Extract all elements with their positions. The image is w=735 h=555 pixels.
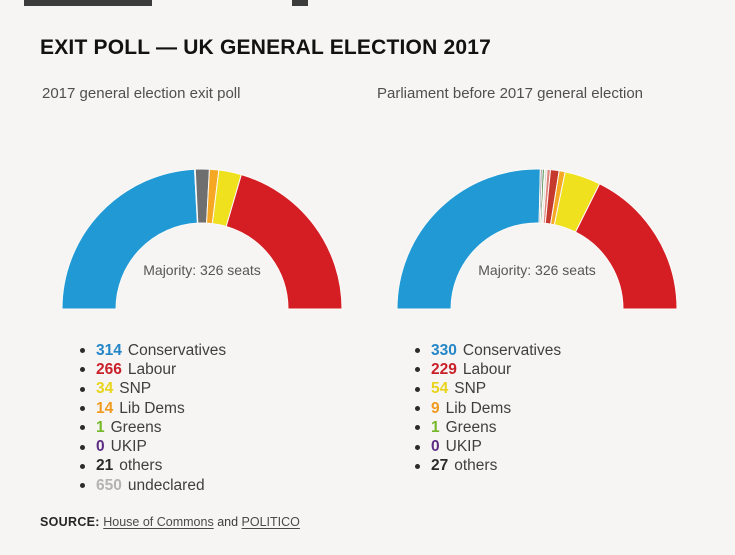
chart-segment-labour	[574, 183, 678, 310]
legend-bullet-icon	[415, 444, 420, 450]
legend-item-greens: 1 Greens	[80, 418, 340, 437]
legend-seat-count: 1	[431, 418, 440, 436]
source-link-house-of-commons[interactable]: House of Commons	[103, 515, 214, 529]
legend-item-ukip: 0 UKIP	[80, 437, 340, 456]
legend-party-name: Conservatives	[462, 341, 562, 359]
legend-bullet-icon	[80, 463, 85, 469]
legend-item-snp: 34 SNP	[80, 380, 340, 399]
legend-bullet-icon	[80, 367, 85, 373]
legend-party-name: Labour	[462, 360, 512, 378]
legend-bullet-icon	[80, 348, 85, 354]
chart-subtitle-previous-parliament: Parliament before 2017 general election	[377, 85, 644, 102]
legend-bullet-icon	[415, 367, 420, 373]
legend-seat-count: 27	[431, 457, 449, 475]
legend-party-name: Conservatives	[127, 341, 227, 359]
legend-party-name: Lib Dems	[119, 399, 185, 417]
legend-item-ukip: 0 UKIP	[415, 437, 675, 456]
legend-item-lib-dems: 9 Lib Dems	[415, 399, 675, 418]
source-conjunction: and	[217, 515, 239, 529]
screenshot-top-artifact-bar	[24, 0, 152, 6]
majority-label: Majority: 326 seats	[478, 262, 596, 278]
legend-party-name: UKIP	[445, 438, 482, 456]
legend-seat-count: 9	[431, 399, 440, 417]
legend-bullet-icon	[415, 463, 420, 469]
chart-segment-conservatives	[61, 168, 198, 310]
legend-seat-count: 229	[431, 360, 457, 378]
half-donut-chart-exit-poll: Majority: 326 seats	[57, 166, 347, 316]
legend-party-name: others	[119, 457, 163, 475]
legend-seat-count: 314	[96, 341, 122, 359]
legend-seat-count: 14	[96, 399, 114, 417]
chart-segment-labour	[225, 174, 343, 310]
legend-party-name: Greens	[110, 418, 162, 436]
legend-item-snp: 54 SNP	[415, 380, 675, 399]
legend-bullet-icon	[80, 425, 85, 431]
legend-item-others: 21 others	[80, 457, 340, 476]
legend-seat-count: 54	[431, 380, 449, 398]
legend-item-others: 27 others	[415, 457, 675, 476]
legend-bullet-icon	[415, 406, 420, 412]
legend-seat-count: 0	[431, 438, 440, 456]
source-line: SOURCE: House of Commons and POLITICO	[40, 515, 300, 529]
legend-party-name: Lib Dems	[445, 399, 512, 417]
legend-party-name: SNP	[454, 380, 487, 398]
chart-segment-conservatives	[396, 168, 541, 310]
half-donut-svg-previous-parliament	[396, 168, 678, 310]
legend-item-lib-dems: 14 Lib Dems	[80, 399, 340, 418]
source-link-politico[interactable]: POLITICO	[241, 515, 300, 529]
legend-seat-count: 0	[96, 438, 105, 456]
legend-bullet-icon	[80, 386, 85, 392]
half-donut-svg-exit-poll	[61, 168, 343, 310]
legend-bullet-icon	[80, 483, 85, 489]
legend-bullet-icon	[80, 444, 85, 450]
legend-bullet-icon	[415, 386, 420, 392]
majority-label: Majority: 326 seats	[143, 262, 261, 278]
legend-item-undeclared: 650 undeclared	[80, 476, 340, 495]
legend-party-name: Labour	[127, 360, 177, 378]
legend-previous-parliament: 330 Conservatives 229 Labour 54 SNP 9 Lib Dems 1…	[415, 341, 675, 476]
legend-item-conservatives: 330 Conservatives	[415, 341, 675, 360]
legend-bullet-icon	[80, 406, 85, 412]
page-title: EXIT POLL — UK GENERAL ELECTION 2017	[40, 36, 492, 60]
legend-exit-poll: 314 Conservatives 266 Labour 34 SNP 14 Lib Dems…	[80, 341, 340, 495]
legend-bullet-icon	[415, 425, 420, 431]
legend-seat-count: 21	[96, 457, 114, 475]
legend-seat-count: 34	[96, 380, 114, 398]
source-prefix: SOURCE:	[40, 515, 100, 529]
legend-bullet-icon	[415, 348, 420, 354]
chart-subtitle-exit-poll: 2017 general election exit poll	[42, 85, 241, 102]
legend-party-name: Greens	[445, 418, 497, 436]
legend-seat-count: 650	[96, 476, 122, 494]
half-donut-chart-previous-parliament: Majority: 326 seats	[392, 166, 682, 316]
legend-party-name: others	[454, 457, 498, 475]
legend-item-labour: 266 Labour	[80, 360, 340, 379]
legend-seat-count: 1	[96, 418, 105, 436]
screenshot-top-artifact-tick	[292, 0, 308, 6]
legend-item-labour: 229 Labour	[415, 360, 675, 379]
legend-seat-count: 266	[96, 360, 122, 378]
legend-party-name: UKIP	[110, 438, 147, 456]
legend-item-greens: 1 Greens	[415, 418, 675, 437]
legend-seat-count: 330	[431, 341, 457, 359]
legend-party-name: SNP	[119, 380, 152, 398]
legend-party-name: undeclared	[127, 476, 205, 494]
legend-item-conservatives: 314 Conservatives	[80, 341, 340, 360]
